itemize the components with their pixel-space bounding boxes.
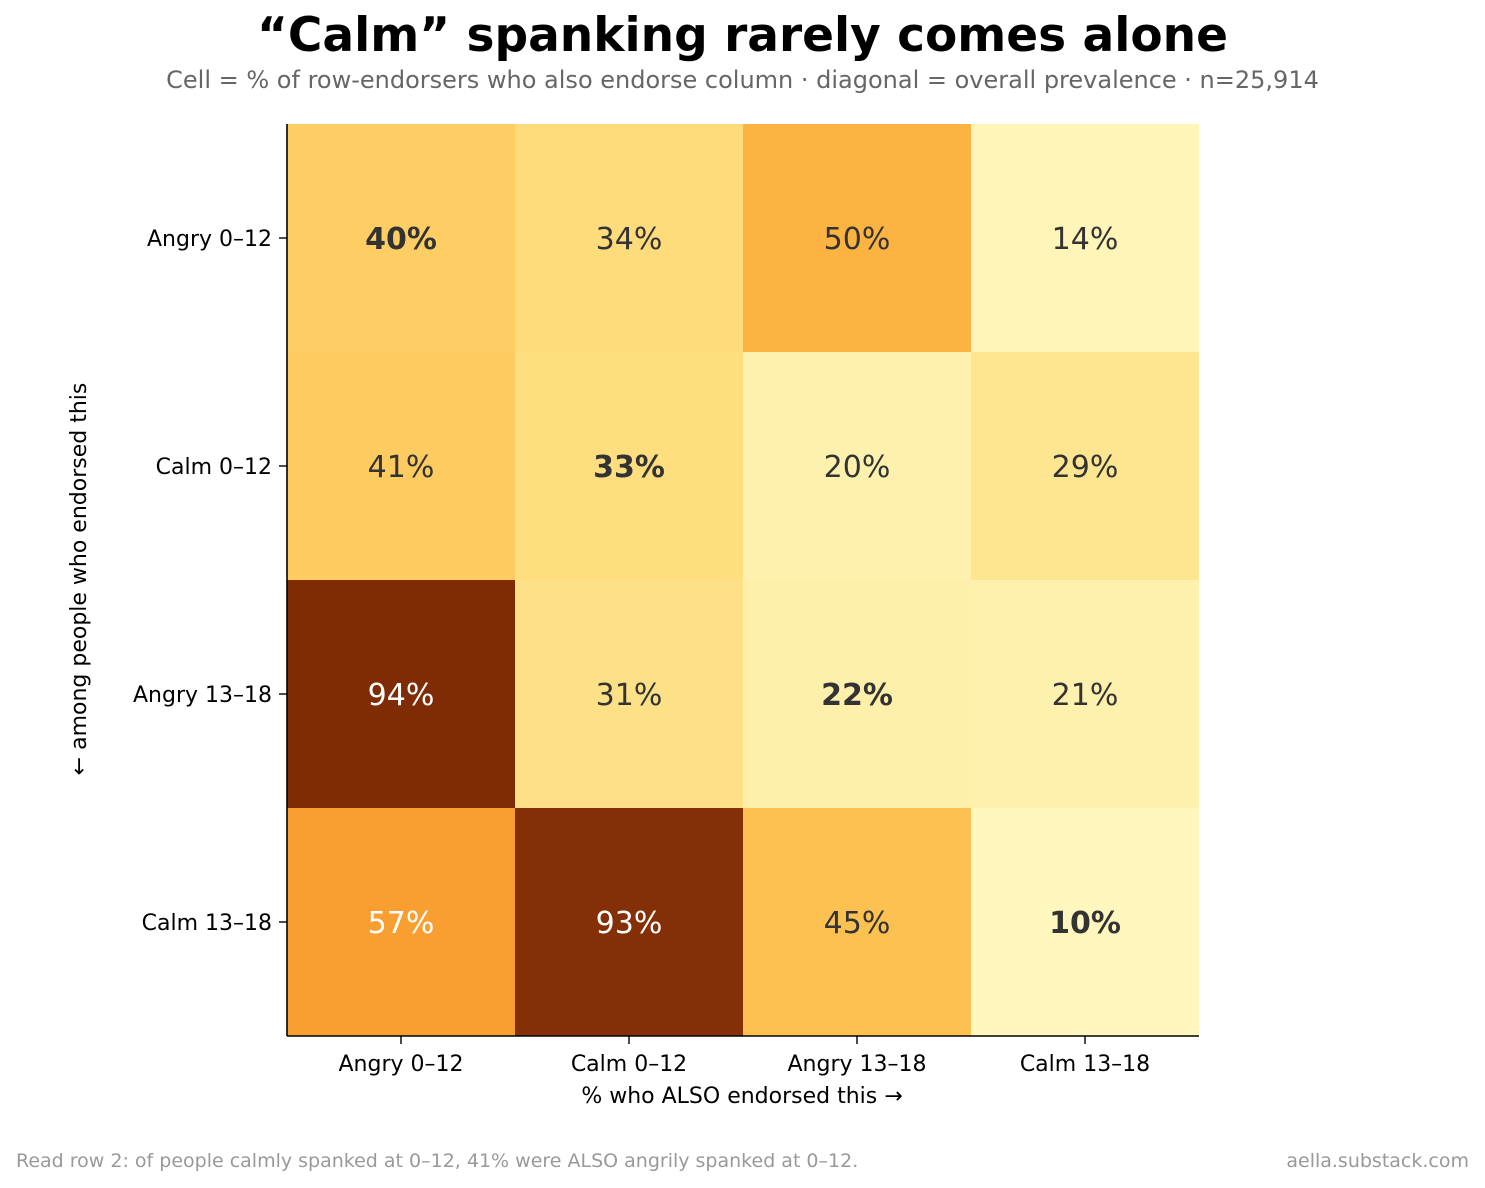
cell-value-label: 45% xyxy=(824,906,891,941)
heatmap-cell xyxy=(515,580,743,808)
heatmap-ticks: Angry 0–12 Calm 0–12 Angry 13–18 Calm 13–18… xyxy=(133,227,1150,1077)
cell-value-label: 20% xyxy=(824,450,891,485)
cell-value-label: 22% xyxy=(821,678,893,713)
cell-value-label: 57% xyxy=(368,906,435,941)
heatmap-cell xyxy=(971,580,1199,808)
heatmap-cell xyxy=(515,124,743,352)
heatmap-cell xyxy=(515,352,743,580)
cell-value-label: 93% xyxy=(596,906,663,941)
y-tick-label: Calm 0–12 xyxy=(156,455,272,480)
x-tick-label: Calm 0–12 xyxy=(571,1052,687,1077)
heatmap-cell xyxy=(287,808,515,1036)
cell-value-label: 33% xyxy=(593,450,665,485)
heatmap-cell xyxy=(287,580,515,808)
x-tick-label: Angry 13–18 xyxy=(787,1052,926,1077)
cell-value-label: 34% xyxy=(596,222,663,257)
chart-title: “Calm” spanking rarely comes alone xyxy=(257,8,1228,63)
heatmap-cell xyxy=(971,352,1199,580)
x-axis-label: % who ALSO endorsed this → xyxy=(581,1084,902,1109)
chart-subtitle: Cell = % of row-endorsers who also endor… xyxy=(166,66,1319,94)
heatmap-cell xyxy=(743,124,971,352)
y-tick-label: Angry 0–12 xyxy=(147,227,272,252)
heatmap-cell xyxy=(971,808,1199,1036)
heatmap-cell xyxy=(287,124,515,352)
heatmap-cell xyxy=(743,580,971,808)
cell-value-label: 21% xyxy=(1052,678,1119,713)
source-credit: aella.substack.com xyxy=(1286,1150,1469,1172)
heatmap-cell xyxy=(287,352,515,580)
heatmap-cell xyxy=(743,808,971,1036)
y-tick-label: Angry 13–18 xyxy=(133,683,272,708)
x-tick-label: Angry 0–12 xyxy=(338,1052,463,1077)
cell-value-label: 14% xyxy=(1052,222,1119,257)
heatmap-cells: 40% 34% 50% 14% 41% 33% 20% 29% 94% 31% 22% 21% 57% 9… xyxy=(287,124,1199,1036)
cell-value-label: 31% xyxy=(596,678,663,713)
cell-value-label: 41% xyxy=(368,450,435,485)
y-tick-label: Calm 13–18 xyxy=(142,911,272,936)
heatmap-cell xyxy=(515,808,743,1036)
heatmap-cell xyxy=(743,352,971,580)
cell-value-label: 10% xyxy=(1049,906,1121,941)
heatmap-axes xyxy=(286,124,1199,1037)
cell-value-label: 50% xyxy=(824,222,891,257)
cell-value-label: 29% xyxy=(1052,450,1119,485)
heatmap-cell xyxy=(971,124,1199,352)
cell-value-label: 40% xyxy=(365,222,437,257)
footnote: Read row 2: of people calmly spanked at … xyxy=(16,1150,859,1172)
x-tick-label: Calm 13–18 xyxy=(1020,1052,1150,1077)
cell-value-label: 94% xyxy=(368,678,435,713)
y-axis-label: ← among people who endorsed this xyxy=(67,383,92,776)
